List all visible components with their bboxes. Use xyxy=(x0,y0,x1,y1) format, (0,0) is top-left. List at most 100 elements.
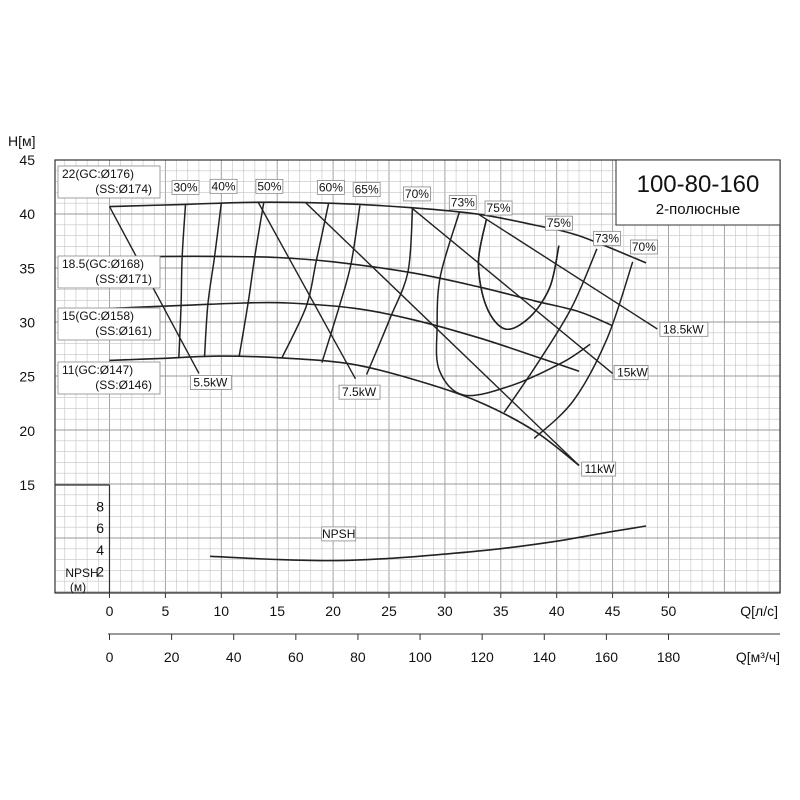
power-label-text: 15kW xyxy=(617,366,648,380)
npsh-curve-label-box xyxy=(321,526,357,542)
head-curve-label: 15(GC:Ø158) xyxy=(62,309,134,323)
npsh-tick-label: 2 xyxy=(96,563,104,579)
x-tick-label-ls: 10 xyxy=(214,603,230,619)
y-tick-label: 45 xyxy=(19,152,35,168)
x-tick-label-m3h: 140 xyxy=(533,649,557,665)
head-curve-label: 18.5(GC:Ø168) xyxy=(62,257,144,271)
power-label: 18.5kW xyxy=(659,321,709,337)
x-tick-label-m3h: 0 xyxy=(106,649,114,665)
y-tick-label: 15 xyxy=(19,477,35,493)
plot-frame xyxy=(54,159,781,640)
head-curve-label-box xyxy=(57,361,161,395)
model-title-box xyxy=(615,159,781,226)
power-label: 5.5kW xyxy=(189,375,232,390)
x-axis-label-m3h: Q[м³/ч] xyxy=(736,649,780,665)
x-tick-label-m3h: 180 xyxy=(657,649,681,665)
head-curve xyxy=(109,255,613,327)
x-tick-label-ls: 40 xyxy=(549,603,565,619)
x-tick-label-ls: 50 xyxy=(661,603,677,619)
curves xyxy=(108,201,658,562)
efficiency-label-box xyxy=(255,178,284,194)
x-tick-label-m3h: 60 xyxy=(288,649,304,665)
efficiency-label-text: 73% xyxy=(595,231,619,245)
y-tick-label: 20 xyxy=(19,423,35,439)
power-label: 11kW xyxy=(581,461,617,477)
power-line xyxy=(304,201,580,467)
head-curve-label-box xyxy=(57,255,161,289)
efficiency-label: 70% xyxy=(403,186,431,202)
x-tick-label-m3h: 40 xyxy=(226,649,242,665)
x-tick-label-m3h: 160 xyxy=(595,649,619,665)
power-label-box xyxy=(659,321,709,337)
model-title: 100-80-160 xyxy=(637,171,760,198)
power-label-text: 7.5kW xyxy=(342,385,377,399)
plot-border xyxy=(54,159,781,594)
model-subtitle: 2-полюсные xyxy=(656,201,740,218)
y-tick-label: 30 xyxy=(19,315,35,331)
efficiency-label: 75% xyxy=(484,200,513,216)
npsh-curve-label-text: NPSH xyxy=(322,527,355,541)
efficiency-label-box xyxy=(403,186,431,202)
efficiency-label-box xyxy=(593,230,621,246)
efficiency-label: 73% xyxy=(593,230,621,246)
efficiency-label: 65% xyxy=(352,182,381,197)
npsh-curve-label: NPSH xyxy=(321,526,357,542)
power-line xyxy=(410,207,614,374)
npsh-curve xyxy=(210,525,647,562)
power-label-text: 11kW xyxy=(585,462,615,476)
efficiency-label-text: 73% xyxy=(451,196,475,210)
npsh-axis-label: NPSH xyxy=(65,566,98,580)
power-label-box xyxy=(189,375,232,390)
npsh-tick-label: 4 xyxy=(96,542,104,558)
power-label-text: 18.5kW xyxy=(663,322,704,336)
efficiency-label: 40% xyxy=(209,178,238,194)
power-line xyxy=(257,201,357,380)
x-tick-label-ls: 45 xyxy=(605,603,621,619)
power-label-text: 5.5kW xyxy=(193,375,228,389)
efficiency-curve xyxy=(477,219,560,331)
efficiency-curve xyxy=(503,248,598,413)
x-tick-label-ls: 20 xyxy=(325,603,341,619)
head-curve-label: 11(GC:Ø147) xyxy=(62,363,133,377)
efficiency-label-box xyxy=(484,200,513,216)
y-tick-label: 25 xyxy=(19,369,35,385)
efficiency-curve xyxy=(178,204,187,359)
power-label: 15kW xyxy=(613,365,649,381)
x-tick-label-ls: 35 xyxy=(493,603,509,619)
x-axis-label-ls: Q[л/с] xyxy=(740,603,778,619)
efficiency-label-text: 60% xyxy=(319,180,343,194)
efficiency-curve xyxy=(435,211,591,397)
efficiency-label: 60% xyxy=(316,180,345,195)
efficiency-label-text: 75% xyxy=(487,201,511,215)
x-tick-label-m3h: 80 xyxy=(350,649,366,665)
power-label-box xyxy=(581,461,617,477)
efficiency-label-box xyxy=(448,195,477,210)
efficiency-label-text: 40% xyxy=(212,179,236,193)
head-curve-label-box xyxy=(57,165,161,199)
efficiency-label-text: 65% xyxy=(355,183,379,197)
y-axis-label: H[м] xyxy=(8,133,36,149)
efficiency-label: 75% xyxy=(545,215,573,231)
x-tick-label-ls: 5 xyxy=(162,603,170,619)
efficiency-curve xyxy=(238,202,265,357)
power-label: 7.5kW xyxy=(338,384,381,400)
head-curve-label-box xyxy=(57,307,161,341)
head-curve-label: 22(GC:Ø176) xyxy=(62,167,134,181)
efficiency-label-box xyxy=(545,215,573,231)
efficiency-label: 70% xyxy=(630,239,658,255)
efficiency-curve xyxy=(281,203,330,359)
x-tick-label-m3h: 100 xyxy=(408,649,432,665)
x-tick-label-ls: 15 xyxy=(269,603,285,619)
efficiency-label-text: 70% xyxy=(405,187,429,201)
efficiency-label-box xyxy=(630,239,658,255)
efficiency-label-box xyxy=(209,178,238,194)
efficiency-label-text: 75% xyxy=(547,216,571,230)
power-line xyxy=(478,213,658,330)
head-curve xyxy=(109,201,647,264)
npsh-tick-label: 8 xyxy=(96,499,104,515)
y-tick-label: 35 xyxy=(19,260,35,276)
power-label-box xyxy=(338,384,381,400)
x-tick-label-ls: 0 xyxy=(106,603,114,619)
head-curve xyxy=(109,301,580,373)
